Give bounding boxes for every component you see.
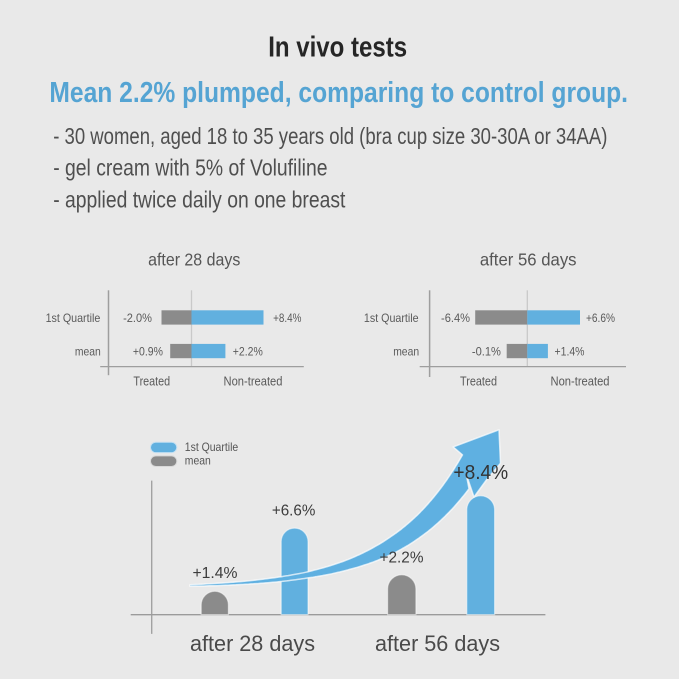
svg-text:after 28 days: after 28 days [190,631,315,656]
svg-text:Treated: Treated [133,374,170,389]
svg-text:+1.4%: +1.4% [193,565,238,582]
svg-text:+0.9%: +0.9% [133,345,163,359]
svg-text:mean: mean [393,345,419,359]
svg-text:mean: mean [75,345,101,359]
svg-text:Treated: Treated [460,374,497,389]
svg-text:+8.4%: +8.4% [453,462,508,484]
svg-text:Mean 2.2% plumped, comparing t: Mean 2.2% plumped, comparing to control … [49,77,628,109]
svg-text:1st Quartile: 1st Quartile [185,440,239,454]
svg-text:-6.4%: -6.4% [441,311,470,325]
svg-text:after 28 days: after 28 days [148,250,240,270]
svg-text:Non-treated: Non-treated [224,374,283,389]
svg-text:- applied twice daily on one b: - applied twice daily on one breast [53,186,346,212]
svg-text:after 56 days: after 56 days [375,631,500,656]
svg-text:+1.4%: +1.4% [555,345,585,359]
svg-text:Non-treated: Non-treated [551,374,610,389]
svg-text:+6.6%: +6.6% [586,311,615,325]
svg-text:-2.0%: -2.0% [123,311,152,325]
svg-text:mean: mean [185,454,211,468]
svg-text:+2.2%: +2.2% [233,345,263,359]
svg-text:+8.4%: +8.4% [273,311,302,325]
svg-text:1st Quartile: 1st Quartile [46,311,101,325]
svg-text:-0.1%: -0.1% [472,345,501,359]
svg-text:+2.2%: +2.2% [380,550,424,567]
svg-text:- gel cream with 5% of Volufil: - gel cream with 5% of Volufiline [53,154,327,180]
svg-text:after 56 days: after 56 days [480,250,577,270]
svg-text:In vivo tests: In vivo tests [268,32,407,64]
svg-text:+6.6%: +6.6% [272,503,316,520]
svg-text:- 30 women, aged 18 to 35 year: - 30 women, aged 18 to 35 years old (bra… [53,123,607,149]
svg-text:1st Quartile: 1st Quartile [364,311,419,325]
